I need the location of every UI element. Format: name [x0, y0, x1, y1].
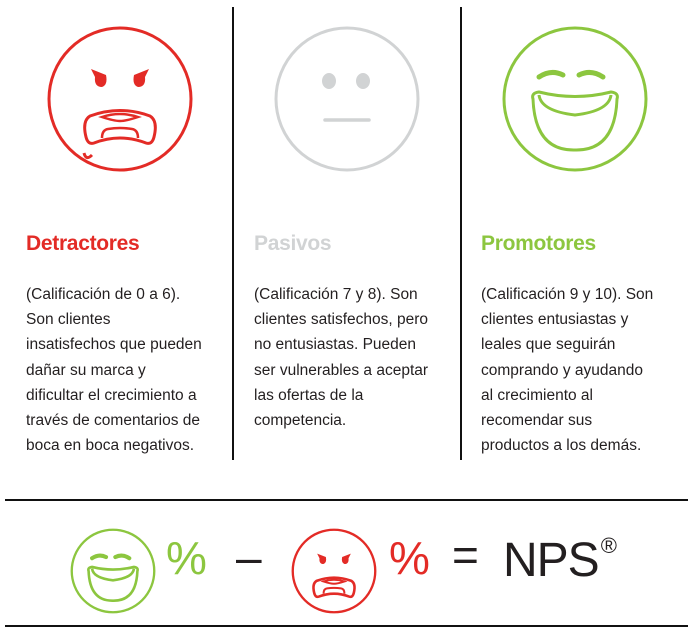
description-line: dañar su marca y [26, 361, 146, 379]
description-line: dificultar el crecimiento a [26, 386, 197, 404]
detractors-title: Detractores [26, 232, 140, 255]
passives-title: Pasivos [254, 232, 332, 255]
promoter-percent-sign: % [166, 532, 207, 584]
description-line: insatisfechos que pueden [26, 336, 202, 354]
registered-mark: ® [600, 533, 617, 558]
description-line: comprando y ayudando [481, 361, 644, 379]
passives-description: (Calificación 7 y 8). Son clientes satis… [254, 282, 428, 433]
laughing-face-icon [502, 26, 648, 172]
description-line: leales que seguirán [481, 336, 616, 354]
description-line: ser vulnerables a aceptar [254, 361, 429, 379]
description-line: (Calificación 9 y 10). Son [481, 286, 654, 303]
equals-sign: = [452, 529, 479, 581]
description-line: Son clientes [26, 311, 111, 329]
description-line: boca en boca negativos. [26, 437, 195, 455]
description-line: recomendar sus [481, 412, 593, 430]
neutral-face-icon [274, 26, 420, 172]
promoters-description: (Calificación 9 y 10). Son clientes entu… [481, 282, 653, 458]
formula-bottom-rule [5, 625, 688, 627]
description-line: (Calificación de 0 a 6). [26, 286, 181, 303]
description-line: las ofertas de la [254, 386, 364, 404]
column-divider-2 [460, 7, 462, 460]
description-line: clientes satisfechos, pero [254, 311, 429, 329]
description-line: productos a los demás. [481, 437, 642, 455]
angry-face-icon [291, 528, 377, 614]
promoters-title: Promotores [481, 232, 596, 255]
description-line: través de comentarios de [26, 412, 201, 430]
nps-text: NPS [503, 534, 600, 587]
detractor-percent-sign: % [389, 532, 430, 584]
minus-sign: – [236, 531, 262, 583]
description-line: clientes entusiastas y [481, 311, 629, 329]
angry-face-icon [47, 26, 193, 172]
detractors-description: (Calificación de 0 a 6). Son clientes in… [26, 282, 202, 458]
description-line: (Calificación 7 y 8). Son [254, 286, 418, 303]
column-divider-1 [232, 7, 234, 460]
description-line: no entusiastas. Pueden [254, 336, 417, 354]
laughing-face-icon [70, 528, 156, 614]
description-line: competencia. [254, 412, 347, 430]
description-line: al crecimiento al [481, 386, 593, 404]
nps-label: NPS® [503, 533, 617, 588]
formula-top-rule [5, 499, 688, 501]
